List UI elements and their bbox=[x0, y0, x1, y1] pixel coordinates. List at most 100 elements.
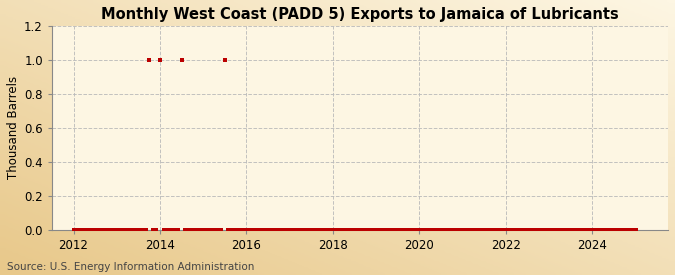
Point bbox=[486, 227, 497, 232]
Point bbox=[324, 227, 335, 232]
Point bbox=[450, 227, 461, 232]
Point bbox=[623, 227, 634, 232]
Point bbox=[389, 227, 400, 232]
Point bbox=[209, 227, 219, 232]
Point bbox=[522, 227, 533, 232]
Point bbox=[497, 227, 508, 232]
Point bbox=[410, 227, 421, 232]
Point bbox=[126, 227, 136, 232]
Point bbox=[435, 227, 446, 232]
Point bbox=[165, 227, 176, 232]
Point bbox=[616, 227, 626, 232]
Point bbox=[212, 227, 223, 232]
Point bbox=[155, 58, 165, 62]
Point bbox=[321, 227, 331, 232]
Point bbox=[364, 227, 375, 232]
Point bbox=[583, 227, 594, 232]
Point bbox=[201, 227, 212, 232]
Point bbox=[288, 227, 299, 232]
Point bbox=[72, 227, 82, 232]
Point bbox=[544, 227, 555, 232]
Point bbox=[508, 227, 518, 232]
Point bbox=[385, 227, 396, 232]
Point bbox=[205, 227, 216, 232]
Point bbox=[566, 227, 576, 232]
Point bbox=[241, 227, 252, 232]
Point bbox=[234, 227, 244, 232]
Point bbox=[472, 227, 483, 232]
Point bbox=[529, 227, 540, 232]
Point bbox=[198, 227, 209, 232]
Point bbox=[111, 227, 122, 232]
Point bbox=[349, 227, 360, 232]
Point bbox=[119, 227, 130, 232]
Point bbox=[371, 227, 381, 232]
Point bbox=[169, 227, 180, 232]
Point bbox=[281, 227, 292, 232]
Point bbox=[512, 227, 522, 232]
Point bbox=[475, 227, 486, 232]
Point bbox=[594, 227, 605, 232]
Point bbox=[93, 227, 104, 232]
Point bbox=[601, 227, 612, 232]
Point bbox=[180, 227, 190, 232]
Point bbox=[295, 227, 306, 232]
Point bbox=[310, 227, 321, 232]
Point bbox=[558, 227, 569, 232]
Point bbox=[378, 227, 389, 232]
Point bbox=[551, 227, 562, 232]
Point bbox=[244, 227, 255, 232]
Point bbox=[468, 227, 479, 232]
Point bbox=[151, 227, 162, 232]
Point bbox=[176, 58, 187, 62]
Text: Source: U.S. Energy Information Administration: Source: U.S. Energy Information Administ… bbox=[7, 262, 254, 272]
Point bbox=[392, 227, 403, 232]
Point bbox=[489, 227, 500, 232]
Point bbox=[580, 227, 591, 232]
Point bbox=[190, 227, 201, 232]
Point bbox=[299, 227, 310, 232]
Point bbox=[626, 227, 637, 232]
Point bbox=[483, 227, 493, 232]
Point bbox=[230, 227, 241, 232]
Point bbox=[313, 227, 324, 232]
Point bbox=[464, 227, 475, 232]
Point bbox=[537, 227, 547, 232]
Point bbox=[479, 227, 489, 232]
Point bbox=[270, 227, 281, 232]
Point bbox=[158, 227, 169, 232]
Point bbox=[367, 227, 378, 232]
Point bbox=[403, 227, 414, 232]
Point bbox=[446, 227, 457, 232]
Point bbox=[104, 227, 115, 232]
Point bbox=[144, 58, 155, 62]
Point bbox=[569, 227, 580, 232]
Point bbox=[346, 227, 356, 232]
Point bbox=[400, 227, 410, 232]
Point bbox=[173, 227, 184, 232]
Point bbox=[248, 227, 259, 232]
Point bbox=[598, 227, 609, 232]
Point bbox=[443, 227, 454, 232]
Point bbox=[317, 227, 327, 232]
Point bbox=[353, 227, 364, 232]
Point bbox=[223, 227, 234, 232]
Point bbox=[255, 227, 266, 232]
Point bbox=[375, 227, 385, 232]
Point bbox=[414, 227, 425, 232]
Point bbox=[162, 227, 173, 232]
Point bbox=[540, 227, 551, 232]
Point bbox=[327, 227, 338, 232]
Point bbox=[421, 227, 432, 232]
Point bbox=[130, 227, 140, 232]
Point bbox=[97, 227, 108, 232]
Point bbox=[609, 227, 620, 232]
Point bbox=[79, 227, 90, 232]
Point bbox=[612, 227, 623, 232]
Point bbox=[457, 227, 468, 232]
Point bbox=[335, 227, 346, 232]
Point bbox=[429, 227, 439, 232]
Point bbox=[338, 227, 349, 232]
Point bbox=[140, 227, 151, 232]
Point bbox=[252, 227, 263, 232]
